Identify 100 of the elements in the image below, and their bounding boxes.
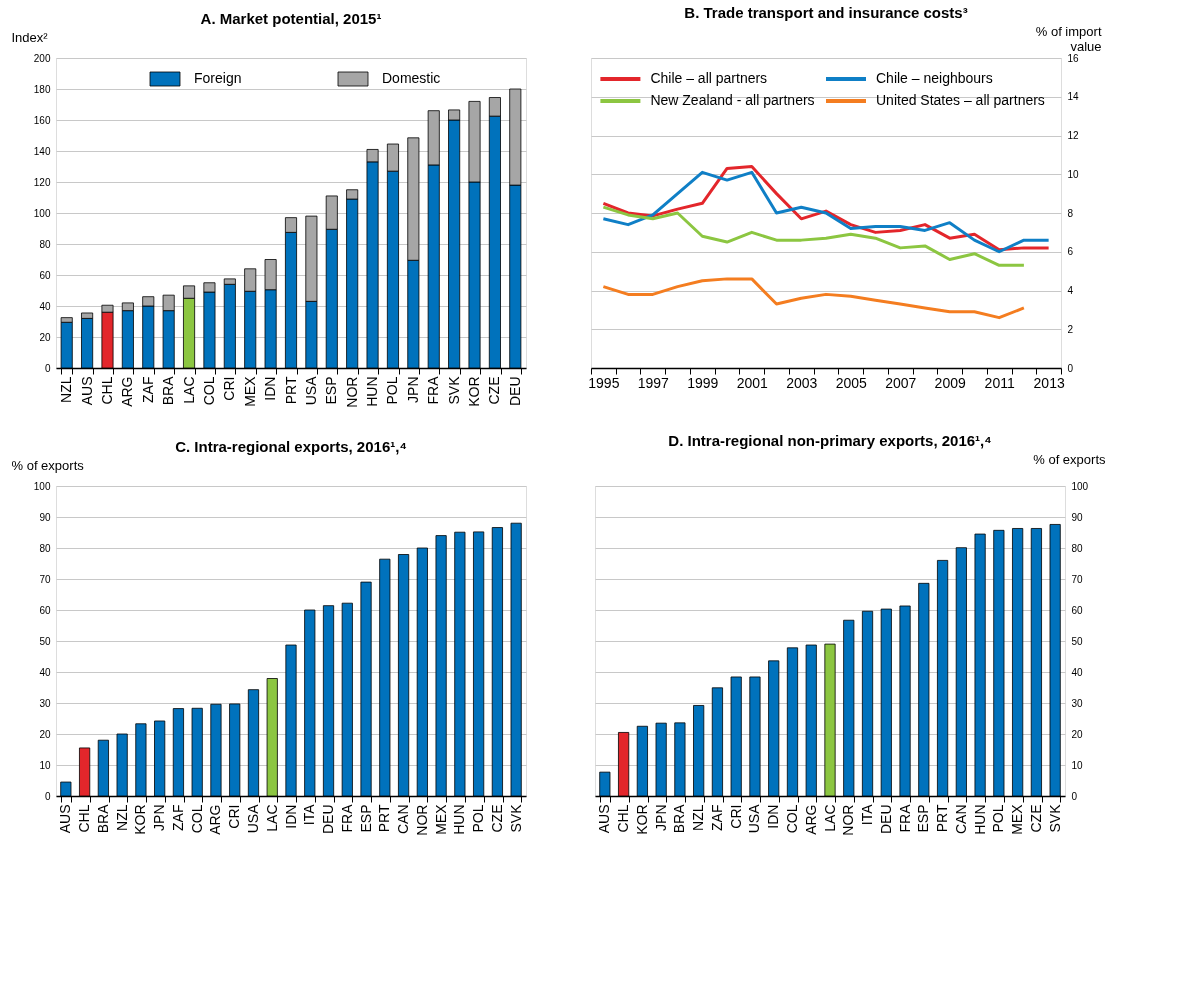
y-tick-label: 0 [44, 362, 51, 374]
x-tick-label: 1997 [637, 374, 670, 391]
y-tick-label: 0 [44, 790, 51, 802]
x-tick-label: ITA [859, 803, 876, 826]
x-tick-label: NOR [840, 804, 857, 836]
y-tick-label: 20 [39, 728, 51, 740]
x-tick-label: CHL [76, 804, 93, 833]
y-tick-label: 80 [39, 542, 51, 554]
x-tick-label: COL [188, 804, 205, 834]
y2-tick-label: 12 [1067, 130, 1080, 141]
y2-tick-label: 10 [1067, 168, 1080, 180]
y-tick-label: 200 [33, 52, 51, 64]
legend-label: Foreign [194, 70, 242, 86]
x-tick-label: IDN [282, 804, 299, 829]
y2-tick-label: 8 [1067, 207, 1074, 219]
y-axis-title: Index² [11, 29, 49, 45]
x-tick-label: CAN [395, 804, 412, 835]
x-tick-label: COL [783, 804, 800, 834]
x-tick-label: ESP [915, 804, 932, 833]
x-tick-label: CZE [1027, 804, 1044, 833]
x-tick-label: 1995 [588, 374, 620, 391]
x-tick-label: ZAF [708, 804, 725, 831]
y2-tick-label: 60 [1071, 604, 1084, 616]
y-tick-label: 60 [39, 604, 51, 616]
y-tick-label: 90 [39, 511, 51, 523]
x-tick-label: 2011 [984, 374, 1015, 391]
x-tick-label: HUN [971, 804, 988, 835]
y2-tick-label: 0 [1067, 362, 1074, 374]
x-tick-label: ZAF [169, 804, 186, 831]
x-tick-label: 2007 [885, 374, 917, 391]
y-tick-label: 30 [39, 697, 51, 709]
x-tick-label: POL [384, 376, 401, 405]
x-tick-label: 2009 [934, 374, 966, 391]
x-tick-label: NOR [343, 376, 360, 408]
x-tick-label: CRI [226, 804, 243, 829]
y-tick-label: 60 [39, 269, 51, 281]
y-tick-label: 10 [39, 759, 51, 771]
x-tick-label: AUS [78, 376, 95, 406]
x-tick-label: ARG [802, 804, 819, 835]
x-tick-label: SVK [507, 803, 524, 833]
y-tick-label: 40 [39, 666, 51, 678]
y2-tick-label: 40 [1071, 666, 1084, 678]
y2-tick-label: 50 [1071, 635, 1084, 647]
y2-tick-label: 6 [1067, 246, 1074, 258]
y-tick-label: 140 [33, 145, 51, 157]
y2-tick-label: 16 [1067, 52, 1080, 64]
x-tick-label: MEX [432, 803, 449, 835]
y2-tick-label: 30 [1071, 697, 1084, 709]
x-tick-label: 2001 [736, 374, 769, 391]
x-tick-label: JPN [151, 804, 168, 831]
y-tick-label: 20 [39, 331, 51, 343]
x-tick-label: USA [244, 803, 261, 834]
x-tick-label: DEU [877, 804, 894, 835]
x-tick-label: ITA [301, 803, 318, 826]
chart-title: C. Intra-regional exports, 2016¹,⁴ [175, 438, 407, 455]
y2-tick-label: 20 [1071, 728, 1084, 740]
x-tick-label: FRA [896, 803, 913, 833]
y-tick-label: 100 [33, 207, 51, 219]
x-tick-label: CRI [221, 376, 238, 401]
x-tick-label: POL [470, 804, 487, 833]
line-series [601, 277, 1026, 320]
y2-axis-title: % of exports [1033, 451, 1106, 467]
x-tick-label: DEU [506, 376, 523, 407]
x-tick-label: LAC [821, 804, 838, 832]
y2-tick-label: 4 [1067, 285, 1074, 296]
x-tick-label: PRT [282, 376, 299, 405]
legend-label: Chile – neighbours [876, 70, 993, 86]
x-tick-label: DEU [320, 804, 337, 835]
x-tick-label: JPN [652, 804, 669, 831]
y-tick-label: 120 [33, 176, 51, 188]
x-tick-label: MEX [1009, 803, 1026, 835]
x-tick-label: 2003 [786, 374, 818, 391]
y-tick-label: 40 [39, 300, 51, 312]
x-tick-label: ARG [119, 376, 136, 407]
legend-label: Domestic [382, 70, 441, 86]
x-tick-label: HUN [451, 804, 468, 835]
legend-label: United States – all partners [876, 92, 1045, 108]
x-tick-label: COL [200, 376, 217, 406]
x-tick-label: USA [746, 803, 763, 834]
x-tick-label: CZE [488, 804, 505, 833]
x-tick-label: 2013 [1033, 374, 1065, 391]
y2-tick-label: 0 [1071, 790, 1078, 802]
y-tick-label: 180 [33, 83, 51, 95]
x-tick-label: ZAF [139, 376, 156, 403]
x-tick-label: BRA [160, 375, 177, 406]
x-tick-label: NOR [413, 804, 430, 836]
y-tick-label: 100 [33, 480, 51, 492]
x-tick-label: NZL [690, 804, 707, 831]
x-tick-label: NZL [113, 804, 130, 831]
x-tick-label: LAC [263, 804, 280, 832]
legend-label: Chile – all partners [650, 70, 768, 86]
y-tick-label: 160 [33, 114, 51, 126]
legend-label: New Zealand - all partners [650, 92, 815, 108]
x-tick-label: ARG [207, 804, 224, 835]
x-tick-label: CHL [98, 376, 115, 405]
x-tick-label: KOR [466, 376, 483, 407]
x-tick-label: SVK [445, 375, 462, 405]
line-series [601, 205, 1026, 267]
x-tick-label: USA [302, 375, 319, 406]
chart-title: A. Market potential, 2015¹ [200, 10, 382, 27]
